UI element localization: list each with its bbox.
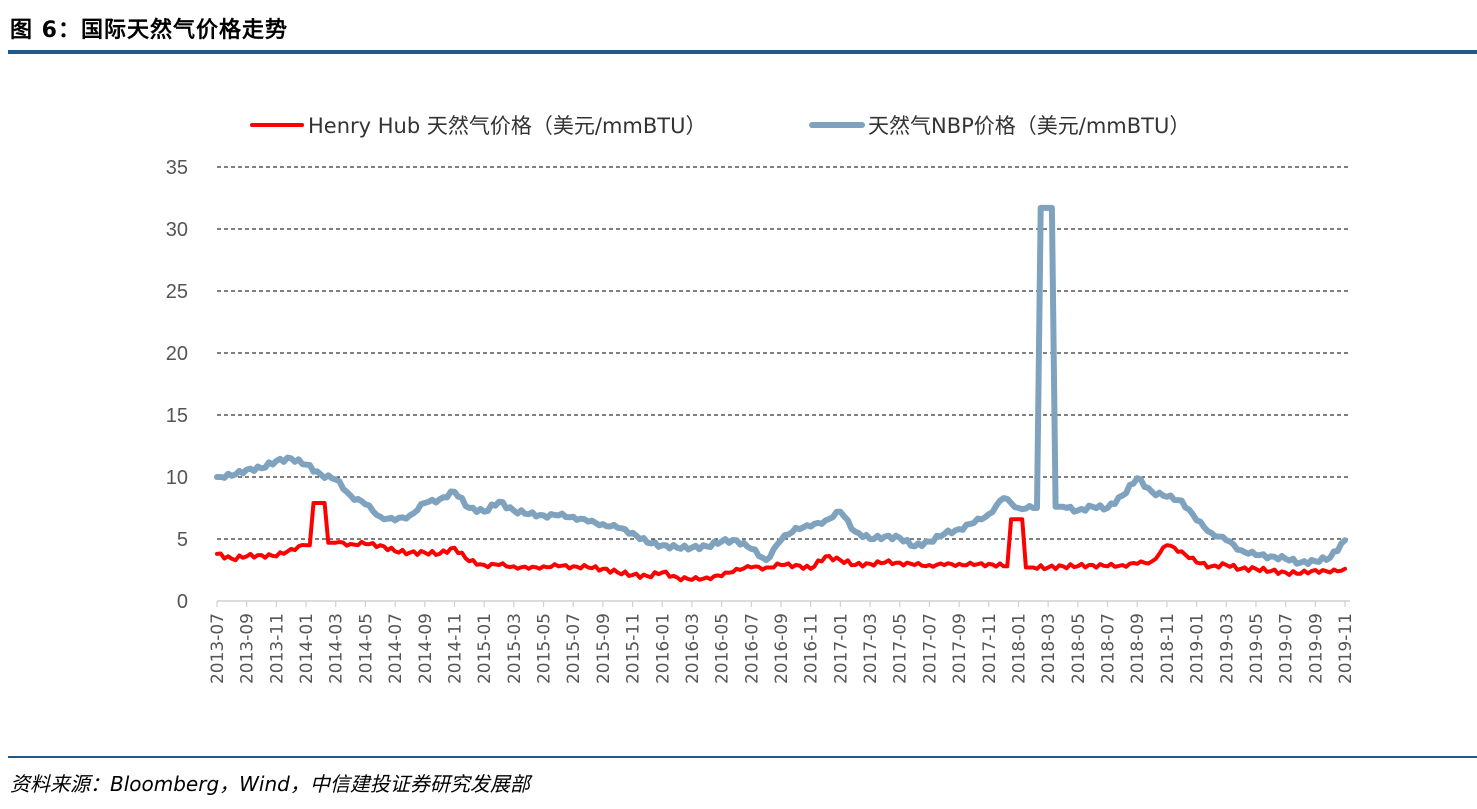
source-note: 资料来源：Bloomberg，Wind，中信建投证券研究发展部 [10, 772, 530, 796]
x-tick-label: 2019-05 [1247, 613, 1267, 684]
x-tick-label: 2018-11 [1158, 613, 1178, 684]
x-tick-label: 2015-01 [475, 613, 495, 684]
x-tick-label: 2016-09 [772, 613, 792, 684]
x-tick-label: 2016-05 [713, 613, 733, 684]
y-tick-label: 30 [166, 219, 188, 241]
x-tick-label: 2015-05 [535, 613, 555, 684]
x-tick-label: 2017-03 [861, 613, 881, 684]
x-tick-label: 2017-01 [831, 613, 851, 684]
x-tick-label: 2014-07 [386, 613, 406, 684]
x-tick-label: 2015-07 [564, 613, 584, 684]
x-tick-label: 2016-11 [802, 613, 822, 684]
x-tick-label: 2016-01 [653, 613, 673, 684]
x-tick-label: 2017-09 [950, 613, 970, 684]
chart-legend: Henry Hub 天然气价格（美元/mmBTU） 天然气NBP价格（美元/mmB… [250, 114, 1190, 138]
y-tick-label: 15 [166, 405, 188, 427]
henry-hub-line [215, 501, 1347, 583]
x-tick-label: 2017-05 [891, 613, 911, 684]
gridlines [217, 166, 1350, 540]
x-tick-label: 2019-03 [1217, 613, 1237, 684]
x-tick-label: 2017-11 [980, 613, 1000, 684]
y-tick-label: 10 [166, 467, 188, 489]
x-tick-label: 2018-07 [1099, 613, 1119, 684]
x-tick-label: 2016-03 [683, 613, 703, 684]
y-tick-label: 0 [177, 591, 188, 613]
y-tick-label: 20 [166, 343, 188, 365]
legend-label-nbp: 天然气NBP价格（美元/mmBTU） [868, 114, 1190, 138]
line-chart: Henry Hub 天然气价格（美元/mmBTU） 天然气NBP价格（美元/mmB… [166, 114, 1356, 684]
y-axis: 0 5 10 15 20 25 30 35 [166, 157, 188, 613]
x-tick-label: 2015-03 [505, 613, 525, 684]
figure-title: 图 6：国际天然气价格走势 [10, 18, 288, 43]
x-tick-label: 2016-07 [742, 613, 762, 684]
x-tick-label: 2013-09 [238, 613, 258, 684]
x-tick-label: 2015-11 [624, 613, 644, 684]
x-tick-label: 2014-11 [445, 613, 465, 684]
x-tick-label: 2019-07 [1277, 613, 1297, 684]
source-rule [8, 756, 1477, 758]
x-tick-label: 2014-03 [327, 613, 347, 684]
x-tick-label: 2014-09 [416, 613, 436, 684]
nbp-line [214, 204, 1348, 568]
x-tick-label: 2019-01 [1188, 613, 1208, 684]
x-tick-label: 2018-01 [1009, 613, 1029, 684]
x-tick-label: 2013-07 [208, 613, 228, 684]
x-tick-label: 2019-11 [1336, 613, 1356, 684]
x-tick-label: 2018-05 [1069, 613, 1089, 684]
x-tick-label: 2015-09 [594, 613, 614, 684]
x-tick-label: 2014-01 [297, 613, 317, 684]
y-tick-label: 35 [166, 157, 188, 179]
y-tick-label: 5 [177, 529, 188, 551]
x-tick-label: 2019-09 [1306, 613, 1326, 684]
title-rule [8, 50, 1477, 54]
x-axis: 2013-07 2013-09 2013-11 2014-01 2014-03 2014-… [208, 600, 1356, 684]
x-tick-label: 2014-05 [356, 613, 376, 684]
series-lines [214, 204, 1348, 583]
x-tick-label: 2013-11 [267, 613, 287, 684]
legend-label-henry-hub: Henry Hub 天然气价格（美元/mmBTU） [308, 114, 706, 138]
x-tick-label: 2018-03 [1039, 613, 1059, 684]
y-tick-label: 25 [166, 281, 188, 303]
x-tick-label: 2017-07 [920, 613, 940, 684]
x-tick-label: 2018-09 [1128, 613, 1148, 684]
